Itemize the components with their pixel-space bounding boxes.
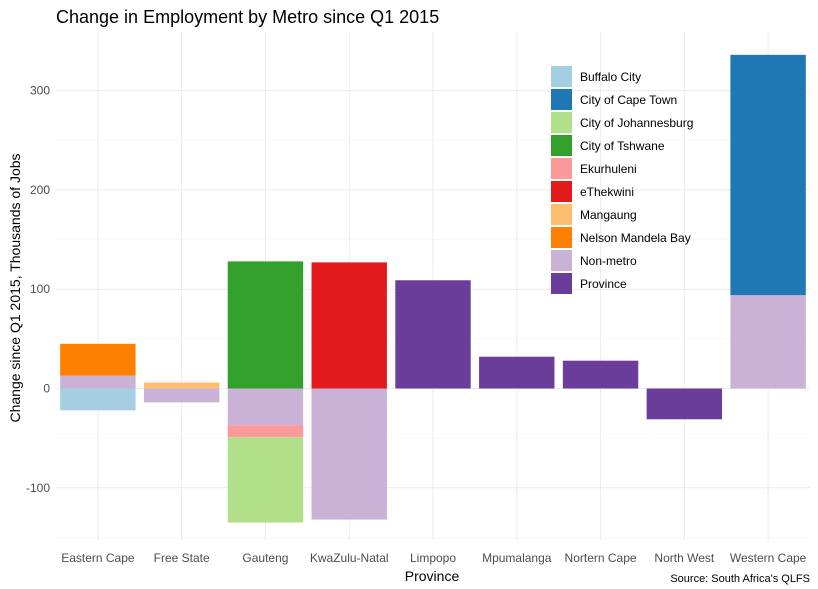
legend-swatch: [551, 112, 572, 133]
legend-label: City of Cape Town: [580, 93, 677, 107]
x-tick-label: Limpopo: [410, 551, 456, 565]
y-tick-label: -100: [26, 481, 50, 495]
chart-title: Change in Employment by Metro since Q1 2…: [56, 7, 439, 27]
legend-label: Province: [580, 277, 627, 291]
legend-label: eThekwini: [580, 185, 634, 199]
x-tick-label: Gauteng: [242, 551, 288, 565]
x-axis-title: Province: [405, 568, 460, 584]
legend: Buffalo City City of Cape Town City of Joh…: [551, 66, 693, 294]
legend-swatch: [551, 227, 572, 248]
legend-label: Nelson Mandela Bay: [580, 231, 691, 245]
x-tick-label: North West: [654, 551, 714, 565]
x-tick-label: Mpumalanga: [482, 551, 552, 565]
bars: Eastern Cape – Buffalo City: -22Eastern …: [60, 54, 806, 523]
bar-segment: Eastern Cape – Non-metro: 13: [60, 375, 136, 389]
bar-segment: Gauteng – Ekurhuleni: -12: [227, 425, 304, 438]
bar-segment: Mpumalanga – Province: 32: [479, 356, 555, 389]
x-tick-label: KwaZulu-Natal: [310, 551, 389, 565]
bar-segment: Eastern Cape – Buffalo City: -22: [60, 388, 136, 411]
legend-label: Non-metro: [580, 254, 637, 268]
legend-swatch: [551, 181, 572, 202]
y-axis-ticks: -100 0 100 200 300: [26, 84, 50, 495]
legend-label: Buffalo City: [580, 70, 641, 84]
bar-segment: Limpopo – Province: 109: [395, 280, 471, 389]
bar-segment: Free State – Non-metro: -14: [143, 388, 220, 403]
bar-segment: Nortern Cape – Province: 28: [562, 360, 639, 389]
bar-segment: Western Cape – Non-metro: 94: [730, 295, 806, 389]
bar-segment: KwaZulu-Natal – eThekwini: 127: [311, 262, 387, 389]
bar-segment: Gauteng – City of Tshwane: 128: [227, 261, 304, 389]
x-tick-label: Eastern Cape: [61, 551, 135, 565]
legend-swatch: [551, 273, 572, 294]
legend-swatch: [551, 66, 572, 87]
legend-swatch: [551, 89, 572, 110]
legend-swatch: [551, 250, 572, 271]
x-axis-ticks: Eastern Cape Free State Gauteng KwaZulu-Nat…: [61, 551, 806, 565]
y-tick-label: 200: [30, 183, 50, 197]
legend-swatch: [551, 204, 572, 225]
bar-segment: Free State – Mangaung: 6: [143, 382, 220, 389]
x-tick-label: Western Cape: [730, 551, 807, 565]
legend-swatch: [551, 135, 572, 156]
legend-swatch: [551, 158, 572, 179]
bar-segment: Gauteng – City of Johannesburg: -86: [227, 437, 304, 523]
y-axis-title: Change since Q1 2015, Thousands of Jobs: [7, 153, 23, 422]
legend-label: City of Tshwane: [580, 139, 665, 153]
legend-label: Mangaung: [580, 208, 637, 222]
x-tick-label: Nortern Cape: [565, 551, 637, 565]
bar-segment: KwaZulu-Natal – Non-metro: -132: [311, 388, 387, 520]
bar-segment: Western Cape – City of Cape Town: 242: [730, 54, 806, 296]
caption: Source: South Africa's QLFS: [670, 573, 810, 585]
y-tick-label: 300: [30, 84, 50, 98]
legend-label: Ekurhuleni: [580, 162, 637, 176]
bar-segment: North West – Province: -31: [646, 388, 723, 420]
bar-segment: Gauteng – Non-metro: -37: [227, 388, 304, 426]
x-tick-label: Free State: [154, 551, 210, 565]
legend-label: City of Johannesburg: [580, 116, 693, 130]
bar-segment: Eastern Cape – Nelson Mandela Bay: 32: [60, 343, 136, 376]
y-tick-label: 100: [30, 282, 50, 296]
y-tick-label: 0: [43, 382, 50, 396]
